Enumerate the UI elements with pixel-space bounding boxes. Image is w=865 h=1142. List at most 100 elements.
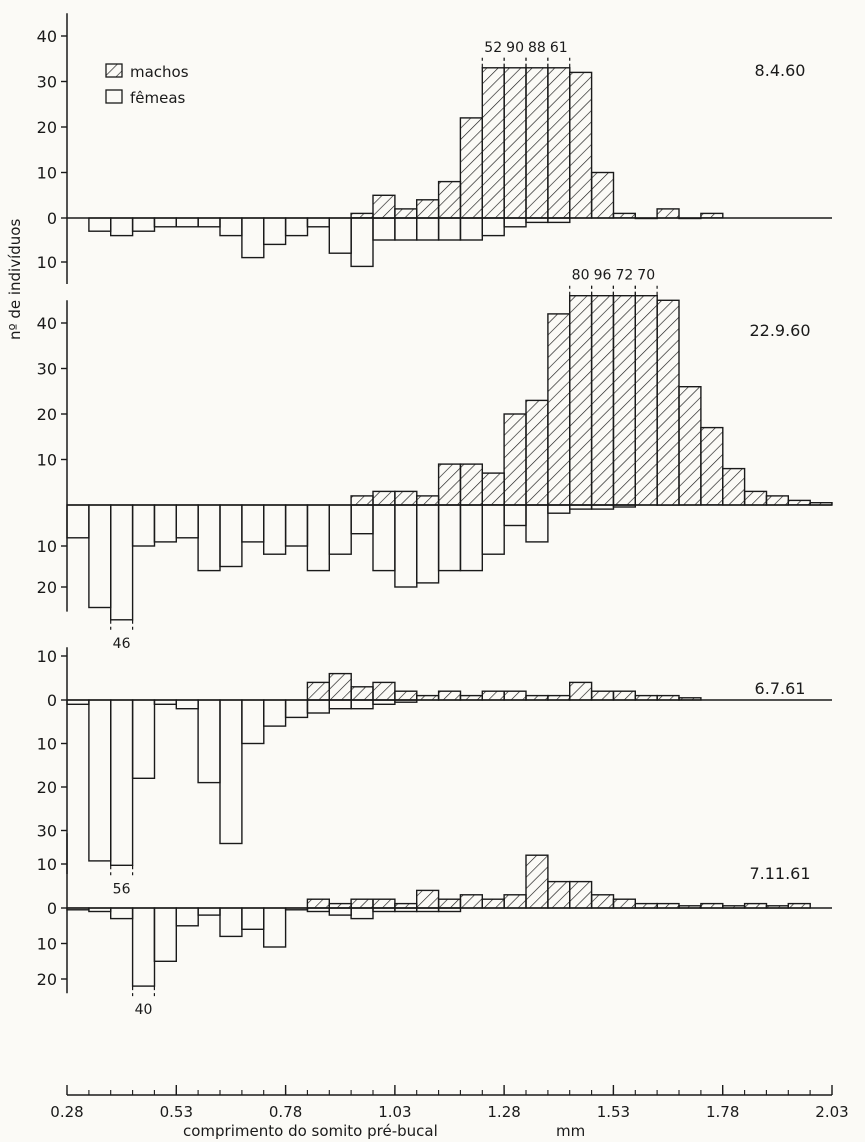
males-bar xyxy=(459,894,483,909)
y-tick-label: 10 xyxy=(37,935,57,954)
males-bar xyxy=(416,495,440,506)
females-bar xyxy=(219,504,243,568)
panel-date-label: 6.7.61 xyxy=(755,679,806,698)
males-bar xyxy=(569,71,593,219)
females-bar xyxy=(109,907,134,920)
females-bar xyxy=(372,217,396,241)
males-bar xyxy=(306,898,330,909)
males-bar xyxy=(503,413,527,506)
males-bar xyxy=(765,495,790,506)
females-bar xyxy=(263,504,287,555)
females-bar xyxy=(481,504,505,555)
males-bar xyxy=(569,681,593,701)
males-bar xyxy=(416,199,440,219)
females-bar xyxy=(175,699,199,710)
females-bar xyxy=(263,699,287,727)
females-bar xyxy=(284,217,309,237)
females-bar xyxy=(328,217,352,254)
females-bar xyxy=(306,217,330,228)
males-series xyxy=(306,854,811,909)
females-series xyxy=(66,907,462,997)
y-tick-label: 40 xyxy=(37,27,57,46)
females-bar xyxy=(197,907,221,916)
females-bar xyxy=(66,504,90,539)
panel-3: 0 10 10 20 30 6.7.61 56 xyxy=(37,647,832,897)
females-bar xyxy=(153,907,177,962)
females-bar xyxy=(197,217,221,228)
truncated-value-label: 56 xyxy=(113,881,131,897)
males-bar xyxy=(590,295,615,506)
y-tick-label: 10 xyxy=(37,647,57,666)
y-tick-label: 40 xyxy=(37,314,57,333)
females-bar xyxy=(416,504,440,584)
males-bar xyxy=(372,898,396,909)
panel-date-label: 22.9.60 xyxy=(749,321,810,340)
y-tick-label: 10 xyxy=(37,164,57,183)
females-series xyxy=(66,699,418,876)
x-axis-unit: mm xyxy=(556,1122,585,1140)
males-series xyxy=(306,672,702,701)
females-bar xyxy=(219,907,243,938)
x-tick-label: 1.28 xyxy=(487,1103,520,1121)
males-bar xyxy=(547,880,571,909)
females-bar xyxy=(437,504,462,572)
males-bar xyxy=(569,880,593,909)
females-bar xyxy=(525,504,549,543)
panel-date-label: 8.4.60 xyxy=(755,61,806,80)
females-bar xyxy=(109,504,134,621)
females-bar xyxy=(394,504,418,588)
males-bar xyxy=(525,854,549,909)
males-bar xyxy=(590,894,615,909)
males-bar xyxy=(328,672,352,701)
x-tick-label: 1.53 xyxy=(597,1103,630,1121)
legend-label-machos: machos xyxy=(130,63,189,81)
y-tick-label: 20 xyxy=(37,970,57,989)
females-bar xyxy=(131,504,156,547)
females-bar xyxy=(437,217,462,241)
y-tick-label: 10 xyxy=(37,253,57,272)
y-tick-label: 10 xyxy=(37,537,57,556)
truncated-value-label: 88 xyxy=(528,40,546,56)
females-bar xyxy=(175,504,199,539)
males-bar xyxy=(590,171,615,219)
y-tick-label: 20 xyxy=(37,778,57,797)
y-tick-label: 20 xyxy=(37,405,57,424)
females-bar xyxy=(394,217,418,241)
truncated-value-label: 90 xyxy=(506,40,524,56)
males-bar xyxy=(525,399,549,506)
x-tick-label: 0.28 xyxy=(50,1103,83,1121)
males-bar xyxy=(700,426,724,506)
males-bar xyxy=(590,690,615,701)
truncated-value-label: 40 xyxy=(135,1002,153,1018)
panel-date-label: 7.11.61 xyxy=(749,864,810,883)
males-bar xyxy=(612,898,637,909)
males-bar xyxy=(503,690,527,701)
males-bar xyxy=(350,495,374,506)
females-bar xyxy=(153,217,177,228)
males-bar xyxy=(547,67,571,219)
males-bar xyxy=(525,67,549,219)
females-bar xyxy=(153,504,177,543)
females-bar xyxy=(88,217,112,232)
males-bar xyxy=(416,889,440,909)
x-tick-label: 0.78 xyxy=(269,1103,302,1121)
y-tick-label: 10 xyxy=(37,855,57,874)
females-bar xyxy=(88,504,112,609)
females-bar xyxy=(219,699,243,845)
females-bar xyxy=(197,504,221,572)
females-bar xyxy=(241,217,265,259)
females-bar xyxy=(350,699,374,710)
males-bar xyxy=(437,898,462,909)
males-bar xyxy=(350,898,374,909)
legend-swatch-machos xyxy=(105,63,123,78)
males-bar xyxy=(656,208,680,219)
males-bar xyxy=(437,180,462,219)
y-tick-label: 30 xyxy=(37,822,57,841)
males-bar xyxy=(547,313,571,506)
truncated-value-label: 61 xyxy=(550,40,568,56)
males-bar xyxy=(481,472,505,506)
females-bar xyxy=(372,504,396,572)
y-axis-title: nº de indivíduos xyxy=(6,219,24,340)
females-bar xyxy=(197,699,221,784)
panel-2: 10 20 30 40 10 20 22.9.60 80 96 72 70 46 xyxy=(37,268,833,652)
